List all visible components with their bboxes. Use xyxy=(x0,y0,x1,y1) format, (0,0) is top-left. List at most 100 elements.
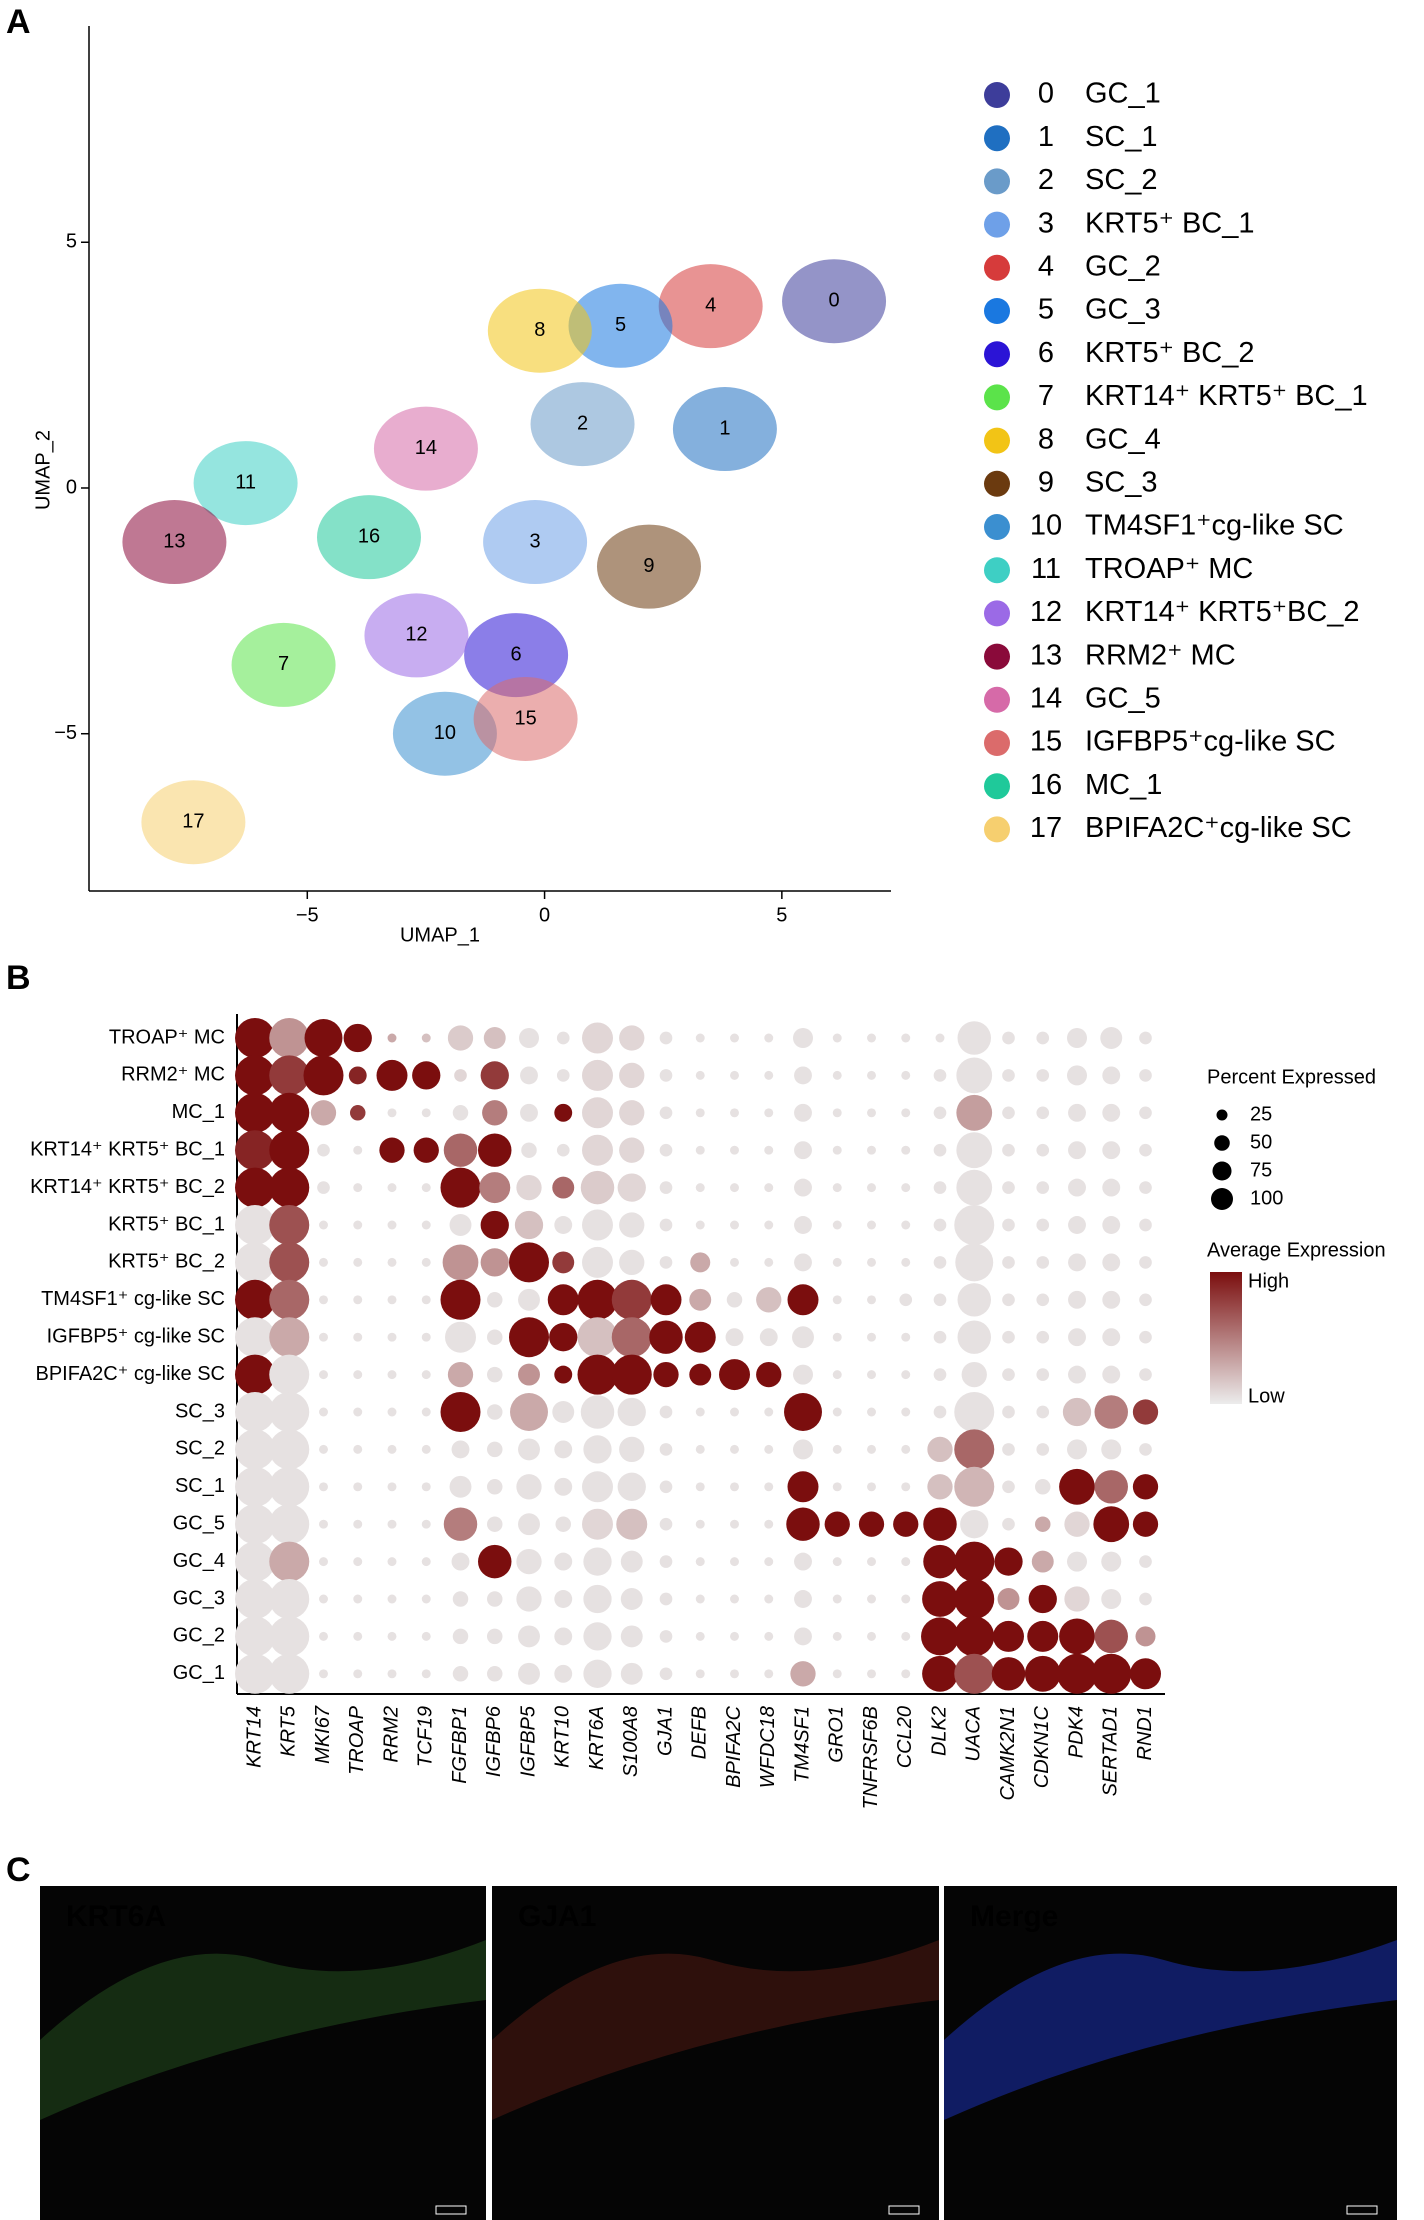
dot xyxy=(1036,1106,1050,1120)
dot xyxy=(235,1392,275,1432)
column-label: FGFBP1 xyxy=(449,1706,471,1784)
dot xyxy=(269,1018,310,1058)
dot xyxy=(509,1242,549,1283)
dot xyxy=(867,1220,876,1230)
dot xyxy=(1002,1293,1015,1307)
dot xyxy=(1036,1330,1050,1344)
dot xyxy=(764,1183,774,1193)
dot xyxy=(659,1667,673,1681)
dot xyxy=(695,1557,705,1567)
dot xyxy=(1036,1218,1050,1232)
dot xyxy=(867,1257,876,1267)
dot xyxy=(479,1172,511,1204)
dot xyxy=(730,1594,739,1604)
dot xyxy=(235,1466,275,1507)
dot xyxy=(1002,1517,1015,1531)
column-label: IGFBP6 xyxy=(483,1705,505,1777)
dot xyxy=(1036,1293,1050,1307)
legend-label: GC_1 xyxy=(1085,78,1161,110)
dot xyxy=(269,1205,310,1245)
color-legend-label: High xyxy=(1248,1270,1289,1292)
dot xyxy=(235,1354,275,1395)
dot xyxy=(653,1361,679,1388)
dot xyxy=(319,1407,328,1417)
legend-id: 2 xyxy=(1038,164,1054,196)
dot xyxy=(1139,1031,1152,1045)
dot xyxy=(1139,1069,1152,1082)
cluster-label: 0 xyxy=(828,290,839,312)
dot xyxy=(764,1033,774,1043)
dot xyxy=(583,1547,612,1576)
dot xyxy=(955,1243,994,1282)
dot xyxy=(764,1070,774,1080)
dot xyxy=(1068,1141,1086,1160)
dot xyxy=(695,1519,705,1529)
dot xyxy=(582,1508,613,1540)
dot xyxy=(1102,1290,1121,1309)
dot xyxy=(1068,1290,1086,1309)
dot xyxy=(867,1332,876,1342)
dot xyxy=(269,1055,310,1096)
legend-id: 10 xyxy=(1030,510,1062,542)
dot xyxy=(901,1407,911,1417)
dot xyxy=(933,1368,947,1381)
dot xyxy=(867,1557,876,1567)
cluster-label: 16 xyxy=(358,525,380,547)
dot xyxy=(695,1631,705,1641)
legend-swatch xyxy=(984,816,1010,843)
row-label: KRT5⁺ BC_1 xyxy=(108,1213,225,1235)
dot xyxy=(611,1317,652,1358)
dot xyxy=(1002,1069,1015,1082)
dot xyxy=(1139,1293,1152,1307)
dot xyxy=(1094,1470,1128,1504)
cluster-label: 14 xyxy=(415,437,437,459)
dot xyxy=(235,1541,275,1582)
dot xyxy=(619,1249,645,1276)
dot xyxy=(387,1482,397,1492)
dot xyxy=(794,1141,812,1160)
dot xyxy=(1057,1653,1097,1694)
dot xyxy=(353,1257,363,1267)
panel-label: A xyxy=(6,3,31,41)
legend-id: 5 xyxy=(1038,294,1054,326)
cluster-label: 8 xyxy=(534,319,545,341)
dot xyxy=(960,1510,989,1539)
column-label: TCF19 xyxy=(415,1706,437,1767)
dot xyxy=(832,1669,842,1679)
dot xyxy=(554,1552,573,1571)
dot xyxy=(764,1519,774,1529)
dot xyxy=(832,1370,842,1380)
dot xyxy=(1067,1439,1087,1460)
dot xyxy=(509,1317,549,1358)
scale-bar xyxy=(435,2205,467,2215)
dot xyxy=(353,1370,363,1380)
dot xyxy=(235,1653,275,1694)
x-tick-label: −5 xyxy=(296,904,319,926)
y-tick-label: 5 xyxy=(66,231,77,253)
dot xyxy=(235,1616,275,1657)
size-legend-dot xyxy=(1211,1188,1233,1210)
dot xyxy=(549,1323,578,1352)
dot xyxy=(619,1062,645,1089)
dot xyxy=(893,1511,919,1537)
cluster-cloud xyxy=(122,500,227,585)
dot xyxy=(353,1669,363,1679)
dot xyxy=(1067,1028,1087,1048)
dot xyxy=(794,1627,812,1646)
size-legend-dot xyxy=(1216,1109,1228,1121)
dot xyxy=(269,1279,310,1320)
dot xyxy=(319,1332,328,1342)
dot xyxy=(659,1592,673,1606)
dot xyxy=(616,1508,648,1540)
dot xyxy=(353,1519,363,1529)
dot xyxy=(518,1288,540,1311)
color-bar xyxy=(1210,1272,1242,1404)
dot xyxy=(487,1404,503,1420)
dot xyxy=(689,1363,712,1386)
dot xyxy=(343,1023,372,1053)
legend-swatch xyxy=(984,384,1010,411)
dot xyxy=(387,1370,397,1380)
dot xyxy=(1139,1143,1152,1157)
row-label: SC_1 xyxy=(175,1475,225,1497)
dot xyxy=(1002,1031,1015,1045)
